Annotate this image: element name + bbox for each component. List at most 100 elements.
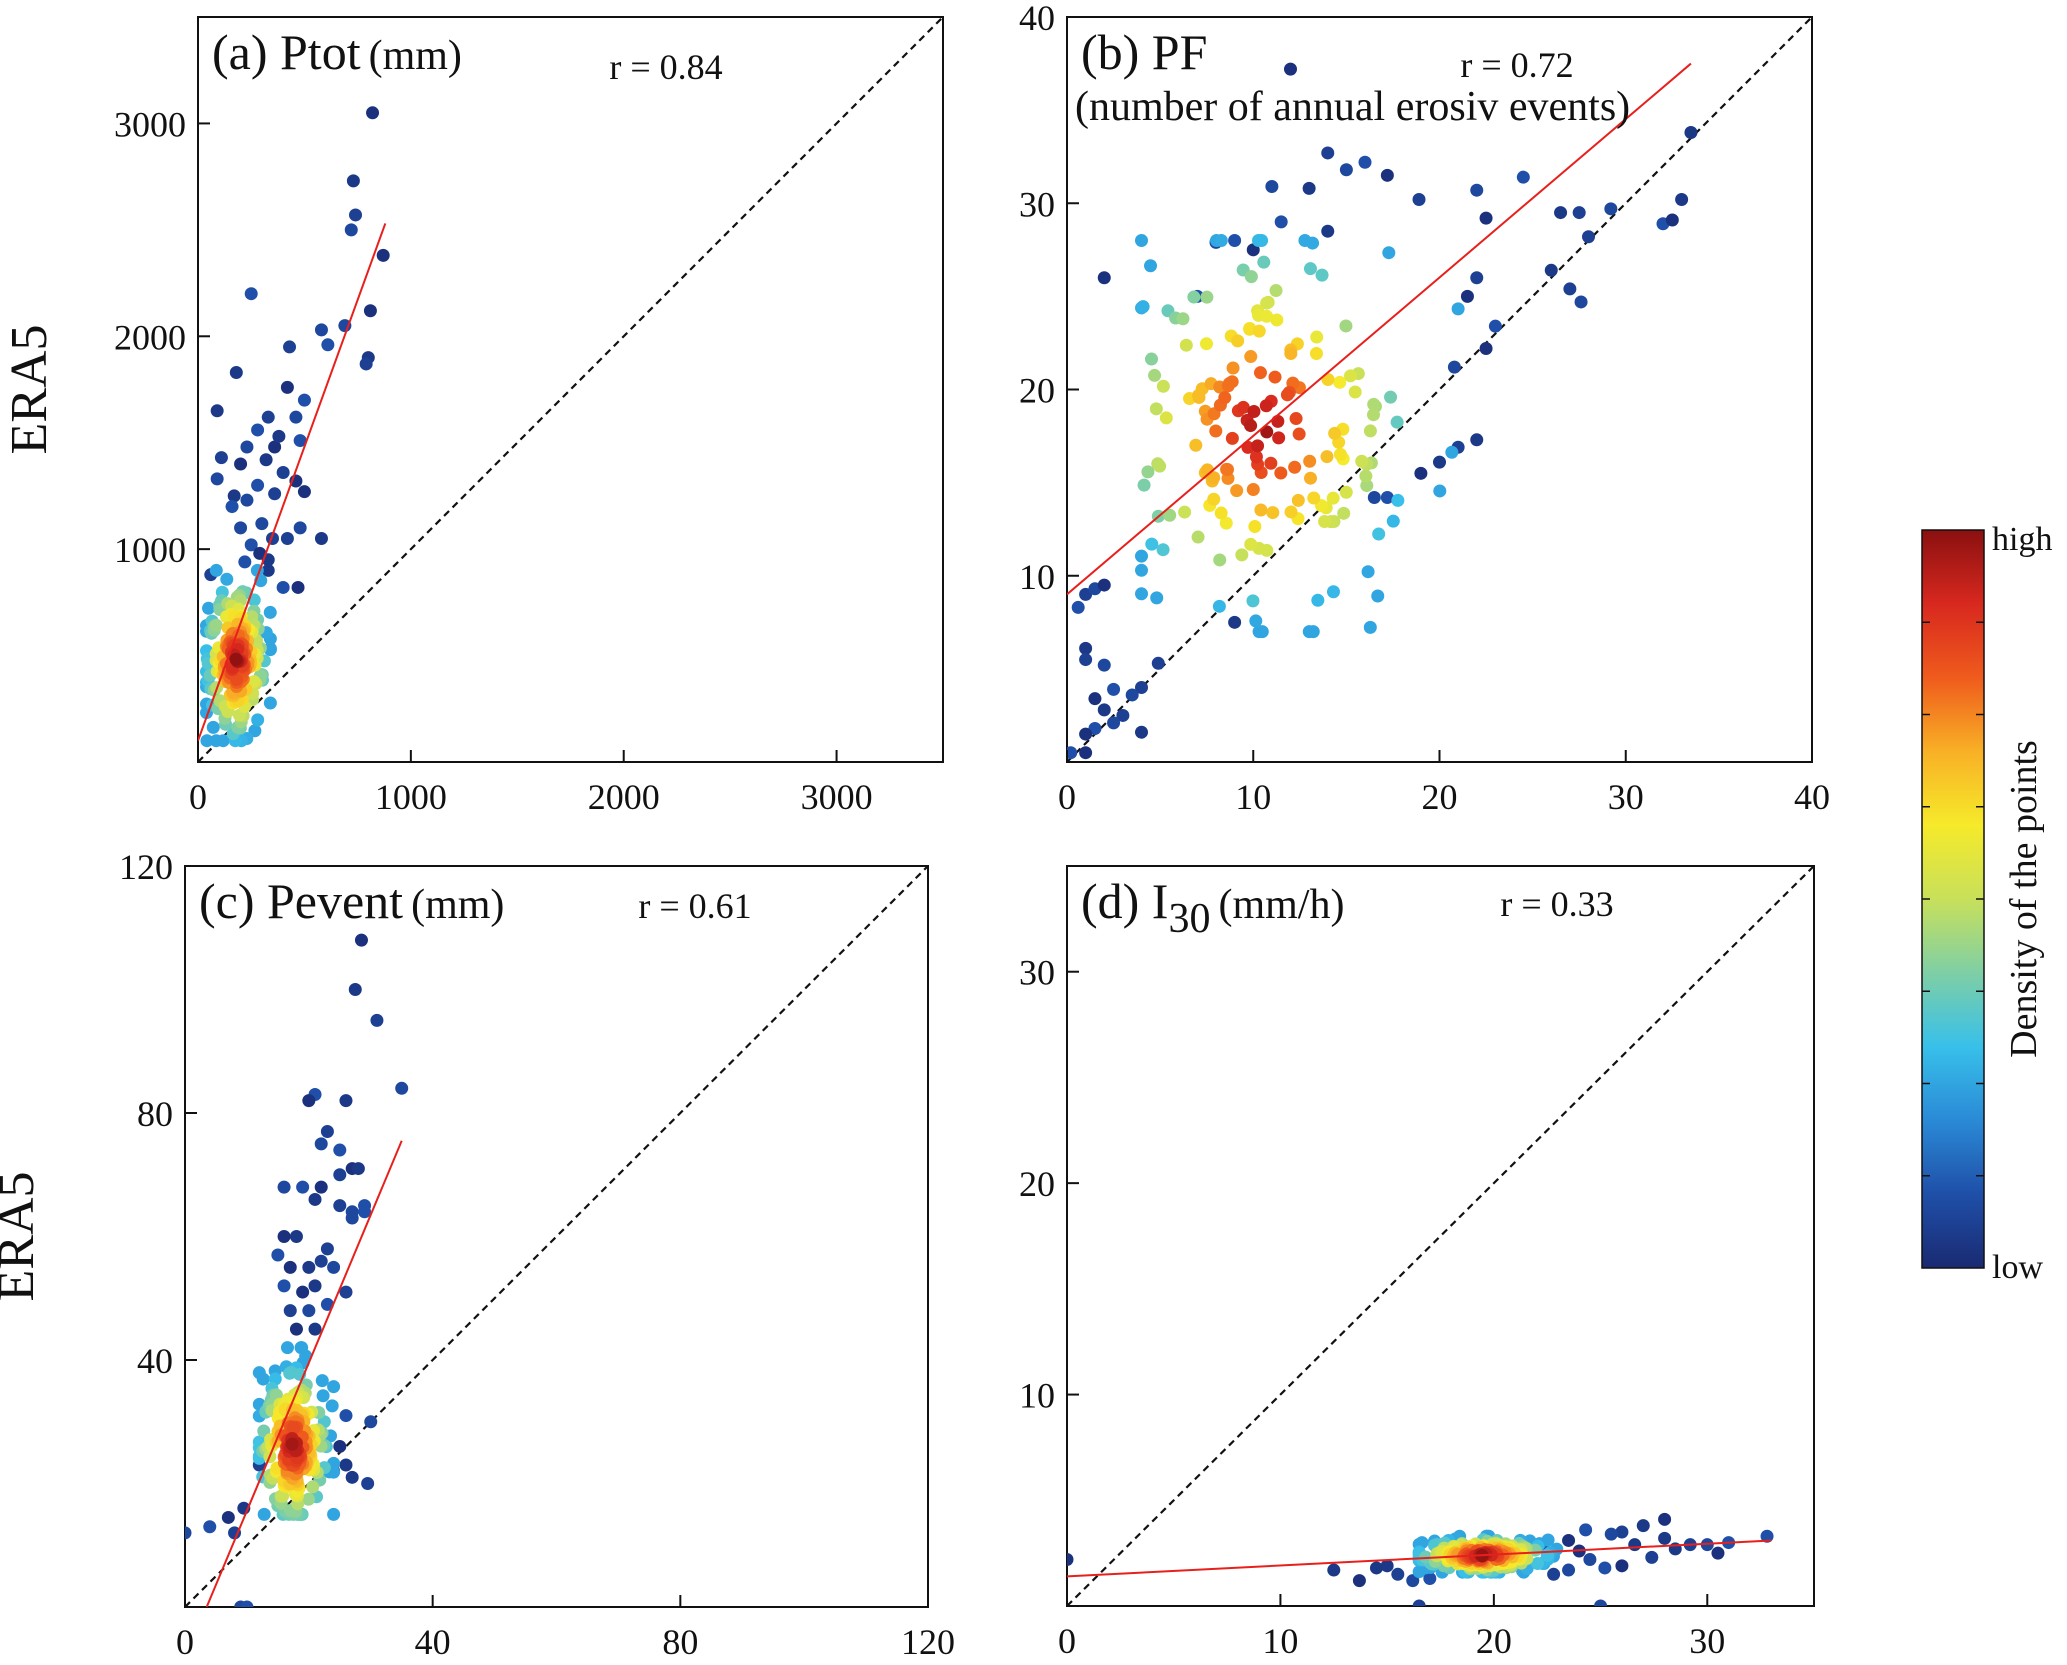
point-d — [1760, 1529, 1774, 1543]
point-a — [261, 563, 275, 577]
point-b — [1339, 163, 1353, 177]
point-b — [1244, 350, 1258, 364]
point-a — [293, 434, 307, 448]
point-b — [1207, 492, 1221, 506]
point-b — [1079, 653, 1093, 667]
x-tick-label-a: 2000 — [588, 777, 660, 817]
point-b — [1212, 599, 1226, 613]
point-a — [280, 532, 294, 545]
x-tick-label-d: 20 — [1476, 1621, 1512, 1661]
point-a — [366, 106, 380, 120]
point-c — [285, 1437, 299, 1451]
point-b — [1150, 591, 1164, 605]
point-b — [1451, 302, 1465, 316]
point-b — [1366, 408, 1380, 422]
point-c — [314, 1180, 328, 1194]
point-b — [1306, 625, 1320, 639]
colorbar-title: Density of the points — [2003, 740, 2045, 1058]
point-b — [1244, 270, 1258, 284]
point-b — [1380, 491, 1394, 505]
point-b — [1135, 587, 1148, 601]
point-b — [1253, 366, 1267, 380]
panel-title-c: (c) Pevent (mm) — [199, 873, 504, 929]
point-a — [346, 174, 360, 188]
point-b — [1179, 338, 1193, 352]
point-a — [234, 457, 248, 471]
point-c — [320, 1125, 334, 1139]
point-b — [1231, 334, 1245, 348]
point-d — [1547, 1567, 1561, 1581]
point-b — [1303, 262, 1317, 276]
point-b — [1309, 347, 1323, 361]
point-b — [1445, 445, 1459, 459]
point-b — [1255, 234, 1269, 247]
point-b — [1412, 193, 1426, 207]
point-b — [1199, 337, 1213, 351]
y-axis-label-c: ERA5 — [0, 1172, 45, 1302]
point-a — [251, 713, 265, 727]
point-b — [1280, 388, 1294, 402]
point-d — [1658, 1512, 1672, 1526]
r-value-c: r = 0.61 — [638, 886, 751, 926]
point-a — [234, 521, 248, 535]
point-d — [1562, 1533, 1576, 1547]
point-b — [1213, 553, 1227, 567]
point-b — [1604, 202, 1618, 216]
x-tick-label-b: 10 — [1235, 777, 1271, 817]
point-b — [1479, 211, 1493, 225]
r-value-d: r = 0.33 — [1500, 884, 1613, 924]
point-b — [1149, 402, 1163, 416]
point-a — [251, 423, 265, 437]
point-b — [1246, 594, 1260, 608]
point-b — [1380, 168, 1394, 182]
point-b — [1320, 450, 1334, 464]
point-b — [1333, 375, 1347, 389]
identity-line-b — [1067, 17, 1812, 762]
point-d — [1711, 1546, 1725, 1560]
point-d — [1628, 1538, 1642, 1552]
point-b — [1244, 537, 1258, 551]
point-b — [1355, 454, 1369, 468]
point-a — [202, 601, 216, 615]
point-a — [272, 429, 286, 443]
identity-line-d — [1067, 866, 1814, 1606]
point-c — [339, 1409, 353, 1423]
point-c — [257, 1507, 271, 1521]
point-a — [293, 521, 307, 535]
point-c — [354, 933, 368, 947]
point-b — [1554, 206, 1568, 220]
point-b — [1153, 459, 1167, 473]
point-c — [314, 1254, 328, 1268]
point-c — [302, 1304, 316, 1318]
point-b — [1414, 466, 1428, 480]
plot-area-b — [1067, 17, 1812, 762]
point-c — [283, 1260, 297, 1274]
point-b — [1321, 224, 1335, 238]
point-b — [1684, 125, 1698, 139]
point-a — [280, 380, 294, 394]
point-b — [1488, 319, 1502, 333]
point-b — [1372, 527, 1386, 541]
point-b — [1563, 282, 1577, 296]
point-b — [1135, 234, 1148, 247]
point-c — [308, 1279, 322, 1293]
point-b — [1284, 505, 1298, 519]
point-b — [1479, 342, 1493, 356]
point-b — [1361, 565, 1375, 579]
point-b — [1145, 352, 1159, 366]
point-c — [296, 1285, 310, 1299]
point-b — [1247, 405, 1261, 419]
point-a — [268, 487, 282, 501]
point-d — [1598, 1561, 1612, 1575]
point-b — [1307, 491, 1321, 505]
point-b — [1228, 234, 1242, 247]
point-b — [1284, 62, 1297, 76]
panel-d: 0 10 20 30 10 20 30 (d) I30 (mm/h) r = 0.33 — [1019, 865, 1815, 1661]
colorbar-high-label: high — [1992, 521, 2052, 558]
point-a — [263, 605, 277, 619]
x-tick-label-a: 0 — [189, 777, 207, 817]
point-a — [214, 451, 228, 465]
point-b — [1225, 431, 1239, 445]
colorbar: high low Density of the points — [1921, 521, 2052, 1286]
